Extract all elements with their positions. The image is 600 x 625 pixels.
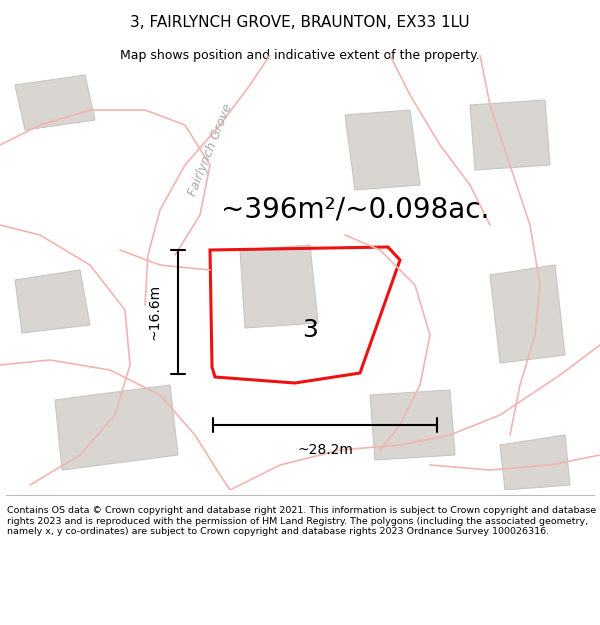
Text: ~396m²/~0.098ac.: ~396m²/~0.098ac. <box>221 196 489 224</box>
Polygon shape <box>500 435 570 490</box>
Polygon shape <box>15 75 95 130</box>
Polygon shape <box>15 270 90 333</box>
Text: Fairlynch Grove: Fairlynch Grove <box>185 102 235 198</box>
Text: Map shows position and indicative extent of the property.: Map shows position and indicative extent… <box>120 49 480 62</box>
Polygon shape <box>370 390 455 460</box>
Text: ~28.2m: ~28.2m <box>297 443 353 457</box>
Polygon shape <box>490 265 565 363</box>
Polygon shape <box>345 110 420 190</box>
Text: ~16.6m: ~16.6m <box>147 284 161 340</box>
Polygon shape <box>240 245 318 328</box>
Text: Contains OS data © Crown copyright and database right 2021. This information is : Contains OS data © Crown copyright and d… <box>7 506 596 536</box>
Polygon shape <box>55 385 178 470</box>
Polygon shape <box>470 100 550 170</box>
Text: 3: 3 <box>302 318 318 342</box>
Text: 3, FAIRLYNCH GROVE, BRAUNTON, EX33 1LU: 3, FAIRLYNCH GROVE, BRAUNTON, EX33 1LU <box>130 14 470 29</box>
